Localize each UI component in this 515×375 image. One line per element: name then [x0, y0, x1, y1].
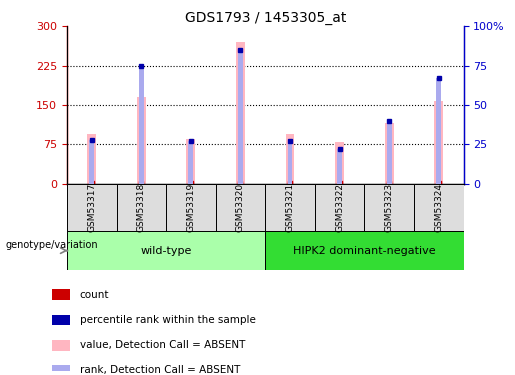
Bar	[287, 141, 293, 184]
Bar	[387, 121, 391, 184]
Bar	[137, 97, 146, 184]
Text: percentile rank within the sample: percentile rank within the sample	[80, 315, 256, 325]
Text: HIPK2 dominant-negative: HIPK2 dominant-negative	[293, 246, 436, 256]
Bar	[414, 184, 464, 231]
Bar	[335, 142, 344, 184]
Text: GSM53319: GSM53319	[186, 183, 195, 232]
Bar	[285, 134, 295, 184]
Text: GSM53317: GSM53317	[87, 183, 96, 232]
Bar	[67, 184, 116, 231]
Text: GSM53321: GSM53321	[285, 183, 295, 232]
Bar	[186, 139, 195, 184]
Bar	[436, 78, 441, 184]
Bar	[315, 184, 365, 231]
Bar	[52, 315, 70, 326]
Bar	[139, 66, 144, 184]
Text: GSM53320: GSM53320	[236, 183, 245, 232]
Bar	[216, 184, 265, 231]
Bar	[52, 365, 70, 375]
Bar	[87, 134, 96, 184]
Bar	[116, 184, 166, 231]
Bar	[434, 101, 443, 184]
Text: genotype/variation: genotype/variation	[5, 240, 98, 250]
Bar	[52, 290, 70, 300]
Bar	[89, 140, 94, 184]
Text: rank, Detection Call = ABSENT: rank, Detection Call = ABSENT	[80, 365, 240, 375]
Bar	[365, 184, 414, 231]
Bar	[265, 184, 315, 231]
Text: GSM53322: GSM53322	[335, 183, 344, 232]
Bar	[188, 141, 193, 184]
Bar	[52, 340, 70, 351]
Bar	[166, 184, 216, 231]
Text: GSM53324: GSM53324	[434, 183, 443, 232]
Text: value, Detection Call = ABSENT: value, Detection Call = ABSENT	[80, 340, 245, 350]
Title: GDS1793 / 1453305_at: GDS1793 / 1453305_at	[184, 11, 346, 25]
Bar	[337, 149, 342, 184]
Bar	[265, 231, 464, 270]
Bar	[236, 42, 245, 184]
Text: count: count	[80, 290, 109, 300]
Text: GSM53323: GSM53323	[385, 183, 393, 232]
Bar	[67, 231, 265, 270]
Bar	[385, 123, 393, 184]
Text: GSM53318: GSM53318	[137, 183, 146, 232]
Bar	[238, 50, 243, 184]
Text: wild-type: wild-type	[141, 246, 192, 256]
